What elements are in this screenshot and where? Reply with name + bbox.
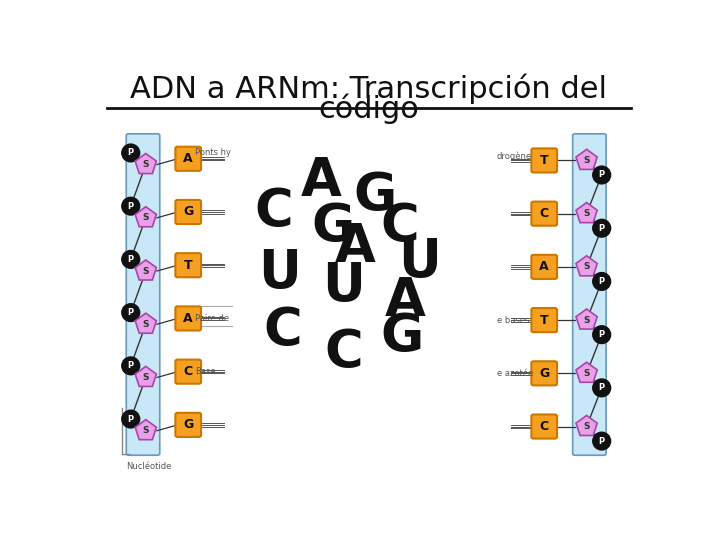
Text: T: T xyxy=(540,314,549,327)
FancyBboxPatch shape xyxy=(531,148,557,172)
Text: Nucléotide: Nucléotide xyxy=(126,462,171,470)
Text: P: P xyxy=(127,255,134,264)
Ellipse shape xyxy=(593,166,611,184)
Text: A: A xyxy=(301,155,342,207)
Text: G: G xyxy=(539,367,549,380)
Text: P: P xyxy=(598,171,605,179)
Polygon shape xyxy=(135,207,156,227)
FancyBboxPatch shape xyxy=(176,413,201,437)
Text: drogène: drogène xyxy=(497,152,532,161)
Text: S: S xyxy=(143,213,149,222)
Text: C: C xyxy=(540,420,549,433)
Text: S: S xyxy=(143,320,149,329)
Text: T: T xyxy=(184,259,192,272)
Text: C: C xyxy=(325,327,364,379)
FancyBboxPatch shape xyxy=(531,201,557,226)
Polygon shape xyxy=(576,309,597,329)
FancyBboxPatch shape xyxy=(531,308,557,332)
Text: G: G xyxy=(183,418,194,431)
Text: A: A xyxy=(184,152,193,165)
Ellipse shape xyxy=(122,251,140,268)
FancyBboxPatch shape xyxy=(176,147,201,171)
Text: P: P xyxy=(598,330,605,339)
Text: P: P xyxy=(598,383,605,393)
Polygon shape xyxy=(576,202,597,222)
Text: P: P xyxy=(127,415,134,423)
FancyBboxPatch shape xyxy=(176,360,201,384)
Text: U: U xyxy=(323,260,365,312)
Text: C: C xyxy=(255,186,294,238)
Text: C: C xyxy=(184,365,193,378)
Polygon shape xyxy=(576,256,597,276)
FancyBboxPatch shape xyxy=(176,253,201,277)
FancyBboxPatch shape xyxy=(176,306,201,330)
Text: S: S xyxy=(143,426,149,435)
Text: G: G xyxy=(311,201,354,253)
Polygon shape xyxy=(576,150,597,170)
Text: G: G xyxy=(353,170,396,222)
Polygon shape xyxy=(135,153,156,173)
FancyBboxPatch shape xyxy=(176,200,201,224)
Text: C: C xyxy=(263,305,302,357)
Text: A: A xyxy=(184,312,193,325)
Text: C: C xyxy=(540,207,549,220)
Polygon shape xyxy=(576,415,597,436)
Text: S: S xyxy=(143,373,149,382)
Text: P: P xyxy=(127,148,134,158)
Text: A: A xyxy=(384,275,426,327)
Text: P: P xyxy=(598,224,605,233)
Text: P: P xyxy=(598,277,605,286)
Ellipse shape xyxy=(122,197,140,215)
Polygon shape xyxy=(135,260,156,280)
Text: G: G xyxy=(183,206,194,219)
Text: S: S xyxy=(583,156,590,165)
Text: G: G xyxy=(381,311,424,363)
Text: U: U xyxy=(258,247,301,299)
Text: S: S xyxy=(143,267,149,275)
FancyBboxPatch shape xyxy=(531,361,557,386)
Text: U: U xyxy=(397,237,441,288)
Text: P: P xyxy=(598,437,605,445)
Text: A: A xyxy=(539,260,549,273)
Polygon shape xyxy=(576,362,597,382)
Ellipse shape xyxy=(593,326,611,343)
Ellipse shape xyxy=(593,432,611,450)
Text: S: S xyxy=(143,160,149,169)
Ellipse shape xyxy=(122,303,140,321)
Text: S: S xyxy=(583,422,590,431)
Text: P: P xyxy=(127,201,134,211)
FancyBboxPatch shape xyxy=(531,255,557,279)
Text: e bases: e bases xyxy=(497,315,529,325)
Text: C: C xyxy=(380,201,419,253)
Polygon shape xyxy=(135,367,156,387)
Ellipse shape xyxy=(122,410,140,428)
FancyBboxPatch shape xyxy=(572,134,606,455)
Ellipse shape xyxy=(593,379,611,397)
Text: S: S xyxy=(583,369,590,378)
Text: código: código xyxy=(319,94,419,124)
Text: T: T xyxy=(540,154,549,167)
Ellipse shape xyxy=(593,273,611,291)
Text: S: S xyxy=(583,315,590,325)
Text: Ponts hy: Ponts hy xyxy=(195,147,231,157)
Text: S: S xyxy=(583,262,590,272)
Text: P: P xyxy=(127,361,134,370)
Text: ADN a ARNm: Transcripción del: ADN a ARNm: Transcripción del xyxy=(130,73,608,104)
Text: Base: Base xyxy=(195,367,216,376)
Text: e azotée: e azotée xyxy=(497,369,533,378)
Ellipse shape xyxy=(122,357,140,375)
Text: Paire de: Paire de xyxy=(195,314,230,323)
FancyBboxPatch shape xyxy=(126,134,160,455)
Text: S: S xyxy=(583,209,590,218)
Polygon shape xyxy=(135,420,156,440)
FancyBboxPatch shape xyxy=(531,415,557,438)
Text: A: A xyxy=(335,221,376,273)
Polygon shape xyxy=(135,313,156,333)
Ellipse shape xyxy=(122,144,140,162)
Ellipse shape xyxy=(593,219,611,237)
Text: P: P xyxy=(127,308,134,317)
